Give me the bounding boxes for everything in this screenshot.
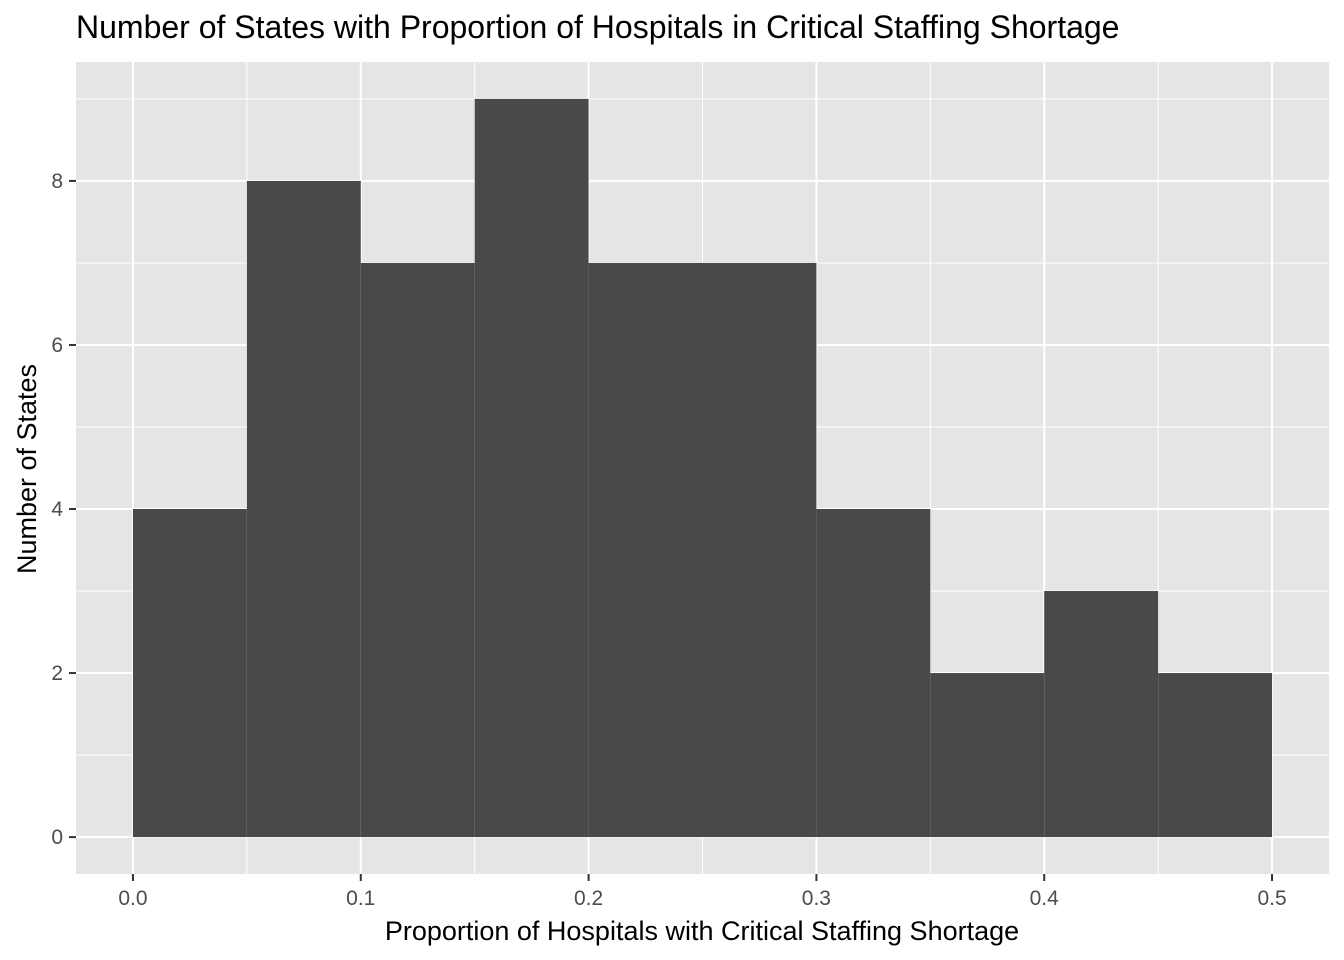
histogram-bar: [246, 180, 361, 838]
histogram-bars: [132, 98, 1273, 838]
y-tick-label: 8: [51, 170, 63, 193]
histogram-bar: [816, 509, 931, 838]
histogram-bar: [474, 98, 589, 838]
x-tick-label: 0.5: [1257, 887, 1286, 910]
y-tick-label: 6: [51, 334, 63, 357]
x-tick-label: 0.4: [1030, 887, 1060, 910]
y-tick-label: 2: [51, 662, 63, 685]
y-axis-ticks: 0 2 4 6 8: [51, 170, 76, 849]
chart-title: Number of States with Proportion of Hosp…: [76, 9, 1119, 45]
histogram-bar: [930, 673, 1045, 838]
x-tick-label: 0.2: [574, 887, 603, 910]
x-tick-label: 0.0: [118, 887, 147, 910]
histogram-bar: [132, 509, 247, 838]
y-axis-title: Number of States: [12, 364, 42, 574]
x-axis-ticks: 0.0 0.1 0.2 0.3 0.4 0.5: [118, 874, 1287, 910]
x-tick-label: 0.1: [346, 887, 375, 910]
histogram-bar: [588, 262, 703, 838]
histogram-bar: [702, 262, 817, 838]
histogram-bar: [360, 262, 475, 838]
histogram-bar: [1044, 591, 1159, 838]
y-tick-label: 0: [51, 826, 63, 849]
x-axis-title: Proportion of Hospitals with Critical St…: [385, 916, 1019, 946]
x-tick-label: 0.3: [802, 887, 831, 910]
histogram-bar: [1158, 673, 1273, 838]
y-tick-label: 4: [51, 498, 63, 521]
